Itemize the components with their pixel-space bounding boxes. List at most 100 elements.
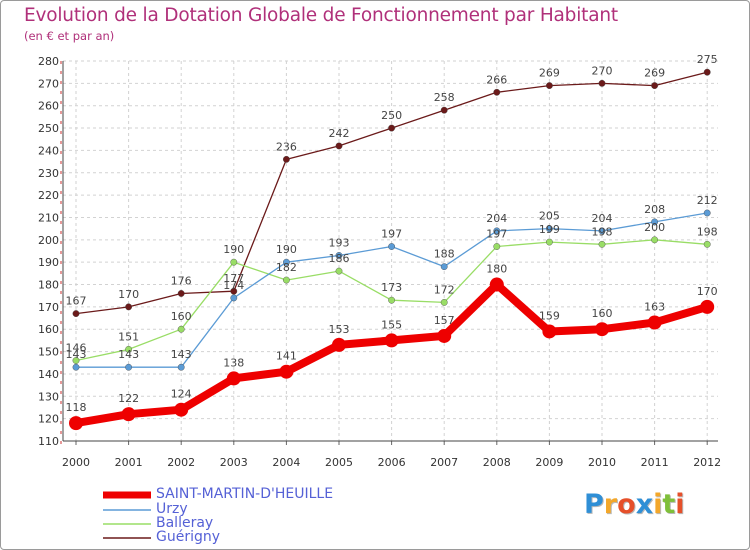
data-label: 143	[171, 348, 192, 361]
data-label: 157	[434, 314, 455, 327]
data-label: 190	[223, 243, 244, 256]
logo-letter: i	[675, 489, 685, 520]
y-tick-label: 160	[38, 323, 59, 336]
data-label: 236	[276, 140, 297, 153]
data-point	[230, 258, 238, 266]
data-label: 174	[223, 279, 244, 292]
x-tick-label: 2000	[62, 456, 90, 469]
data-label: 204	[486, 212, 507, 225]
data-label: 155	[381, 318, 402, 331]
data-label: 118	[66, 401, 87, 414]
y-tick-label: 190	[38, 256, 59, 269]
data-point	[125, 303, 133, 311]
data-point	[177, 325, 185, 333]
y-tick-label: 220	[38, 189, 59, 202]
data-point	[598, 227, 606, 235]
data-label: 200	[644, 221, 665, 234]
data-label: 141	[276, 350, 297, 363]
data-point	[72, 310, 80, 317]
data-point	[440, 106, 448, 114]
data-point	[177, 290, 185, 297]
data-point	[72, 357, 80, 364]
data-label: 242	[329, 127, 350, 140]
y-tick-label: 250	[38, 122, 59, 135]
data-label: 124	[171, 388, 192, 401]
data-point	[335, 252, 343, 259]
data-label: 172	[434, 283, 455, 296]
data-point	[335, 267, 343, 275]
data-point	[440, 299, 448, 306]
data-label: 250	[381, 109, 402, 122]
data-label: 199	[539, 223, 560, 236]
data-point	[440, 263, 448, 271]
x-tick-label: 2001	[115, 456, 143, 469]
y-tick-label: 230	[38, 167, 59, 180]
y-tick-label: 120	[38, 413, 59, 426]
x-axis: 2000 2001 2002 2003 2004 2005 2006 2007 2008 2009…	[62, 440, 721, 469]
data-label: 190	[276, 243, 297, 256]
data-point	[282, 155, 290, 163]
x-tick-label: 2011	[641, 456, 669, 469]
data-point	[72, 363, 80, 371]
data-point	[282, 276, 290, 284]
data-point	[700, 299, 715, 314]
y-tick-label: 210	[38, 211, 59, 224]
data-point	[651, 82, 658, 89]
data-label: 151	[118, 330, 139, 343]
data-point	[279, 364, 294, 379]
data-point	[703, 68, 711, 76]
data-label: 186	[329, 252, 350, 265]
data-label: 173	[381, 281, 402, 294]
data-point	[174, 402, 189, 417]
data-point	[177, 363, 185, 371]
y-tick-label: 260	[38, 100, 59, 113]
data-label: 122	[118, 392, 139, 405]
x-tick-label: 2003	[220, 456, 248, 469]
data-point	[493, 227, 501, 235]
data-label: 198	[592, 225, 613, 238]
x-tick-label: 2002	[167, 456, 195, 469]
logo-letter: o	[617, 489, 636, 520]
data-label: 160	[171, 310, 192, 323]
series-points	[69, 68, 715, 431]
data-point	[493, 88, 501, 96]
data-point	[125, 363, 133, 371]
data-label: 258	[434, 91, 455, 104]
data-point	[226, 371, 241, 386]
data-point	[546, 238, 553, 246]
data-point	[546, 82, 553, 89]
y-tick-label: 130	[38, 390, 59, 403]
data-label: 170	[697, 285, 718, 298]
data-label: 176	[171, 274, 192, 287]
data-point	[437, 328, 452, 343]
data-label: 205	[539, 210, 560, 223]
data-label: 269	[644, 67, 665, 80]
data-label: 198	[697, 225, 718, 238]
y-axis: 110 120 130 140 150 160 170 180 190 200 210 220 230 2…	[38, 55, 64, 448]
y-tick-label: 280	[38, 55, 59, 68]
data-point	[69, 416, 83, 431]
data-label: 159	[539, 309, 560, 322]
y-tick-label: 170	[38, 301, 59, 314]
data-point	[125, 345, 133, 353]
y-tick-label: 200	[38, 234, 59, 247]
data-label: 153	[329, 323, 350, 336]
data-point	[651, 236, 658, 244]
legend-swatch-balleray	[103, 523, 151, 525]
data-label: 266	[486, 73, 507, 86]
data-label: 208	[644, 203, 665, 216]
y-tick-label: 140	[38, 368, 59, 381]
data-labels: 167 170 176 177 236 242 250 258 266 269 270 269 275 1…	[66, 53, 718, 414]
data-label: 269	[539, 67, 560, 80]
x-tick-label: 2010	[588, 456, 616, 469]
legend-swatch-saint-martin	[103, 491, 151, 499]
data-point	[598, 240, 606, 248]
grid	[63, 60, 718, 442]
chart-title: Evolution de la Dotation Globale de Fonc…	[24, 5, 618, 26]
data-point	[598, 79, 606, 87]
data-point	[542, 324, 557, 339]
legend-label: Urzy	[156, 501, 188, 517]
data-point	[332, 337, 346, 352]
data-label: 193	[329, 236, 350, 249]
